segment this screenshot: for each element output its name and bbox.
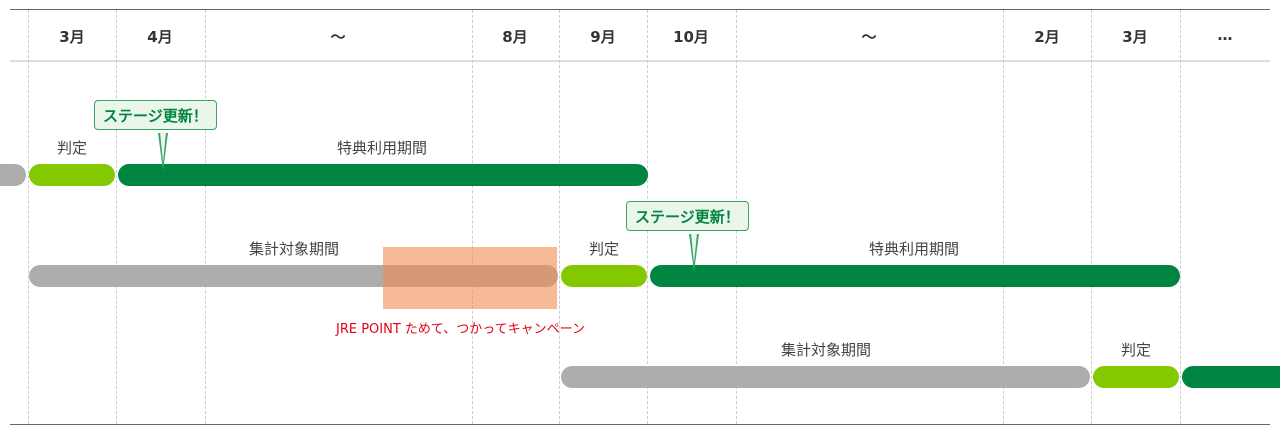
benefit-label: 特典利用期間 <box>336 139 428 157</box>
grid-line <box>1091 10 1092 424</box>
month-header: 3月 <box>59 28 85 46</box>
top-border <box>10 9 1270 10</box>
month-header: 〜 <box>330 28 346 46</box>
judge-label: 判定 <box>56 139 88 157</box>
grid-line <box>559 10 560 424</box>
aggregate-bar <box>0 164 26 186</box>
month-header: 3月 <box>1122 28 1148 46</box>
benefit-bar <box>1182 366 1280 388</box>
aggregate-bar <box>561 366 1090 388</box>
grid-line <box>28 10 29 424</box>
judge-bar <box>1093 366 1179 388</box>
header-divider <box>10 60 1270 62</box>
month-header: 8月 <box>502 28 528 46</box>
stage-update-bubble: ステージ更新！ <box>94 100 217 130</box>
aggregate-label: 集計対象期間 <box>780 341 872 359</box>
grid-line <box>205 10 206 424</box>
grid-line <box>1180 10 1181 424</box>
month-header: 4月 <box>147 28 173 46</box>
month-header: 9月 <box>590 28 616 46</box>
bubble-tail <box>158 132 168 171</box>
month-header: … <box>1217 26 1233 44</box>
bubble-tail <box>689 233 699 272</box>
stage-update-bubble: ステージ更新！ <box>626 201 749 231</box>
aggregate-label: 集計対象期間 <box>248 240 340 258</box>
bottom-border <box>10 424 1270 425</box>
grid-line <box>1003 10 1004 424</box>
benefit-bar <box>118 164 648 186</box>
judge-label: 判定 <box>1120 341 1152 359</box>
judge-bar <box>561 265 647 287</box>
judge-label: 判定 <box>588 240 620 258</box>
benefit-label: 特典利用期間 <box>868 240 960 258</box>
month-header: 2月 <box>1034 28 1060 46</box>
month-header: 10月 <box>673 28 709 46</box>
campaign-period-highlight <box>383 247 557 309</box>
month-header: 〜 <box>861 28 877 46</box>
grid-line <box>472 10 473 424</box>
judge-bar <box>29 164 115 186</box>
campaign-label: JRE POINT ためて、つかってキャンペーン <box>336 322 585 337</box>
benefit-bar <box>650 265 1180 287</box>
grid-line <box>116 10 117 424</box>
